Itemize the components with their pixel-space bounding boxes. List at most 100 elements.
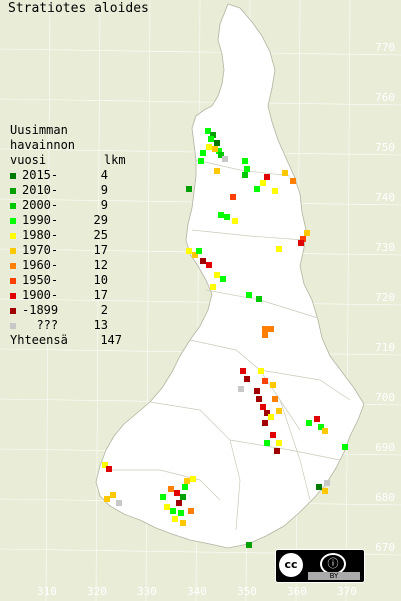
- observation-square: [218, 152, 224, 158]
- observation-square: [200, 150, 206, 156]
- observation-square: [276, 408, 282, 414]
- legend-count: 17: [93, 288, 108, 302]
- observation-square: [168, 486, 174, 492]
- observation-square: [290, 178, 296, 184]
- observation-square: [216, 148, 222, 154]
- legend-label: 2000-: [22, 198, 59, 212]
- legend-label: 1950-: [22, 273, 59, 287]
- x-axis-tick-label: 340: [187, 585, 207, 598]
- observation-square: [274, 448, 280, 454]
- observation-square: [172, 516, 178, 522]
- legend-count: 9: [100, 183, 108, 197]
- legend: Uusimman havainnon vuosi lkm 2015- 4 2010-…: [10, 123, 126, 348]
- y-axis-tick-label: 670: [375, 541, 395, 554]
- legend-count: 10: [93, 273, 108, 287]
- observation-square: [222, 156, 228, 162]
- observation-square: [180, 520, 186, 526]
- observation-square: [102, 462, 108, 468]
- observation-square: [182, 484, 188, 490]
- legend-swatch: [10, 307, 16, 314]
- grid-line-horizontal: [0, 48, 401, 56]
- observation-square: [282, 170, 288, 176]
- y-axis-tick-label: 730: [375, 241, 395, 254]
- legend-row: 1990- 29: [10, 213, 126, 228]
- map-title: Stratiotes aloides: [8, 1, 149, 16]
- observation-square: [264, 174, 270, 180]
- legend-count: 9: [100, 198, 108, 212]
- legend-label: 2015-: [22, 168, 59, 182]
- observation-square: [205, 128, 211, 134]
- observation-square: [206, 144, 212, 150]
- observation-square: [316, 484, 322, 490]
- observation-square: [188, 508, 194, 514]
- observation-square: [104, 496, 110, 502]
- legend-row: -1899 2: [10, 303, 126, 318]
- x-axis-tick-label: 330: [137, 585, 157, 598]
- legend-count: 12: [93, 258, 108, 272]
- observation-square: [208, 136, 214, 142]
- observation-square: [260, 180, 266, 186]
- legend-row: 1900- 17: [10, 288, 126, 303]
- finland-outline: [95, 3, 365, 549]
- observation-square: [322, 488, 328, 494]
- observation-square: [342, 444, 348, 450]
- legend-swatch: [10, 172, 16, 179]
- observation-square: [210, 132, 216, 138]
- legend-total-label: Yhteensä: [10, 333, 68, 347]
- legend-swatch: [10, 322, 16, 329]
- observation-square: [254, 186, 260, 192]
- grid-line-vertical: [95, 0, 101, 601]
- observation-square: [324, 480, 330, 486]
- observation-square: [198, 158, 204, 164]
- legend-label: -1899: [22, 303, 59, 317]
- observation-square: [306, 420, 312, 426]
- legend-swatch: [10, 247, 16, 254]
- observation-square: [270, 432, 276, 438]
- grid-line-vertical: [345, 0, 351, 601]
- legend-swatch: [10, 232, 16, 239]
- observation-square: [174, 490, 180, 496]
- legend-row: 2000- 9: [10, 198, 126, 213]
- observation-square: [256, 396, 262, 402]
- observation-square: [276, 440, 282, 446]
- legend-count: 2: [100, 303, 108, 317]
- observation-square: [276, 246, 282, 252]
- observation-square: [186, 248, 192, 254]
- observation-square: [106, 466, 112, 472]
- legend-label: 1960-: [22, 258, 59, 272]
- legend-swatch: [10, 217, 16, 224]
- y-axis-tick-label: 700: [375, 391, 395, 404]
- creative-commons-badge[interactable]: cc ⓘ BY: [275, 549, 365, 583]
- y-axis-tick-label: 740: [375, 191, 395, 204]
- legend-row: 1960- 12: [10, 258, 126, 273]
- observation-square: [214, 168, 220, 174]
- legend-row: 2015- 4: [10, 168, 126, 183]
- observation-square: [160, 494, 166, 500]
- observation-square: [262, 326, 268, 332]
- observation-square: [212, 146, 218, 152]
- legend-label: 2010-: [22, 183, 59, 197]
- legend-heading-line: vuosi lkm: [10, 153, 126, 167]
- legend-label: 1970-: [22, 243, 59, 257]
- observation-square: [246, 292, 252, 298]
- observation-square: [246, 542, 252, 548]
- legend-heading-line: havainnon: [10, 138, 76, 152]
- legend-swatch: [10, 187, 16, 194]
- observation-square: [170, 508, 176, 514]
- legend-label: 1990-: [22, 213, 59, 227]
- observation-square: [304, 230, 310, 236]
- observation-square: [318, 424, 324, 430]
- observation-square: [214, 140, 220, 146]
- observation-square: [116, 500, 122, 506]
- region-borders: [110, 159, 351, 531]
- legend-label: ???: [22, 318, 59, 332]
- observation-square: [200, 258, 206, 264]
- grid-line-horizontal: [0, 98, 401, 106]
- observation-square: [224, 214, 230, 220]
- by-label: BY: [308, 572, 360, 580]
- legend-count: 4: [100, 168, 108, 182]
- legend-swatch: [10, 262, 16, 269]
- observation-square: [184, 478, 190, 484]
- legend-row: ??? 13: [10, 318, 126, 333]
